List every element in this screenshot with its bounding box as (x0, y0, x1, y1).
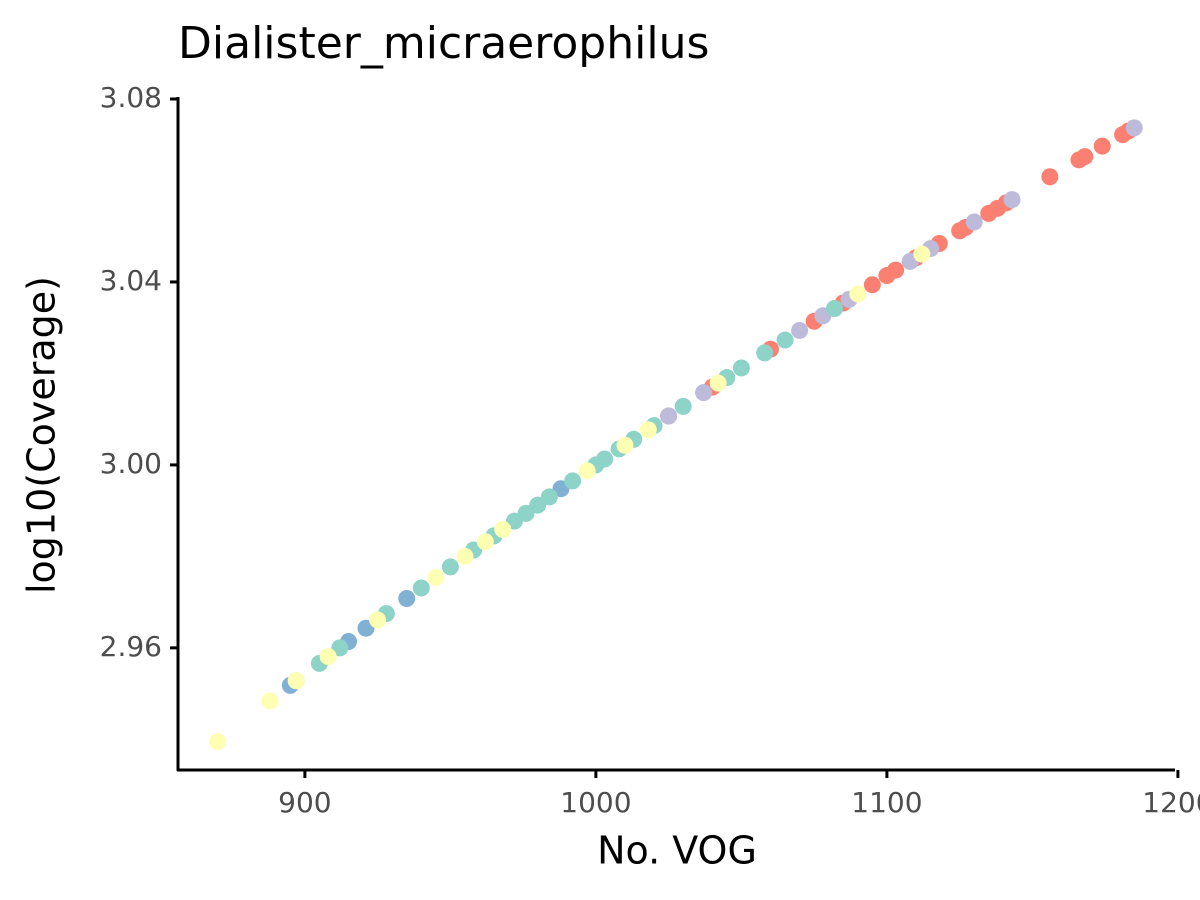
x-tick-label: 1100 (851, 786, 922, 819)
point (732, 359, 750, 377)
point (578, 462, 596, 480)
point (776, 331, 794, 349)
point (596, 450, 614, 468)
point (826, 299, 844, 317)
y-axis-label: log10(Coverage) (20, 276, 64, 594)
point (660, 407, 678, 425)
point (331, 639, 349, 657)
point (791, 321, 809, 339)
y-tick-label: 2.96 (100, 630, 162, 663)
y-tick-label: 3.00 (100, 447, 162, 480)
point (1076, 148, 1094, 166)
point (849, 285, 867, 303)
point (709, 374, 727, 392)
point (427, 568, 445, 586)
x-tick-label: 1200 (1142, 786, 1200, 819)
point (209, 733, 227, 751)
point (1041, 168, 1059, 186)
point (965, 213, 983, 231)
point (287, 672, 305, 690)
point (398, 589, 416, 607)
point (456, 547, 474, 565)
point (887, 261, 905, 279)
point (913, 245, 931, 263)
x-axis-label: No. VOG (597, 829, 757, 873)
point (369, 611, 387, 629)
point (564, 472, 582, 490)
y-tick-label: 3.04 (100, 264, 162, 297)
x-tick-label: 1000 (560, 786, 631, 819)
point (476, 533, 494, 551)
point (441, 558, 459, 576)
y-tick-label: 3.08 (100, 81, 162, 114)
point (616, 436, 634, 454)
point (1093, 137, 1111, 155)
point (756, 344, 774, 362)
point (319, 648, 337, 666)
chart-title: Dialister_micraerophilus (178, 18, 709, 69)
point (639, 421, 657, 439)
point (540, 488, 558, 506)
point (695, 384, 713, 402)
point (863, 276, 881, 294)
point (494, 520, 512, 538)
point (261, 692, 279, 710)
point (412, 579, 430, 597)
x-tick-label: 900 (278, 786, 331, 819)
point (1003, 191, 1021, 209)
point (1125, 119, 1143, 137)
point (674, 397, 692, 415)
